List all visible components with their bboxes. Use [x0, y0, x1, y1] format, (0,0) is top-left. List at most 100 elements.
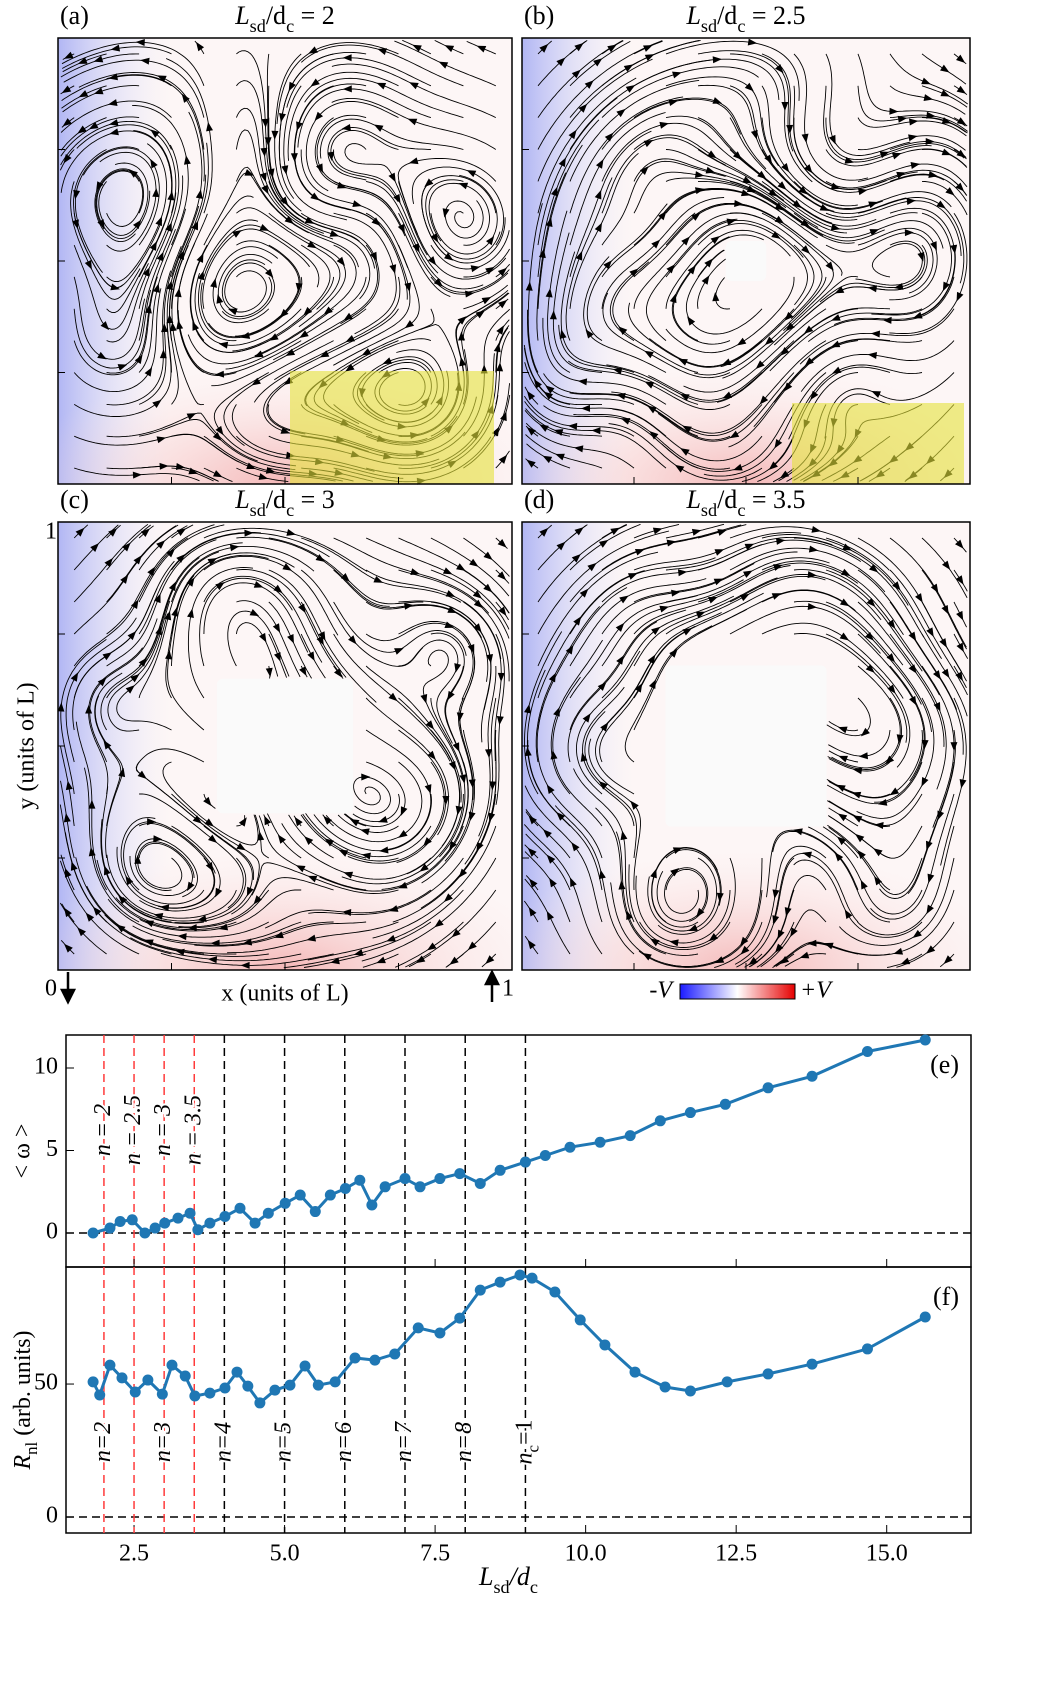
stream-arrow — [549, 310, 557, 320]
stream-arrow — [860, 727, 870, 737]
stream-arrow — [858, 188, 868, 196]
stream-arrow — [261, 184, 269, 195]
stream-arrow — [928, 171, 938, 178]
stream-arrow — [839, 598, 850, 607]
text-part: c — [737, 500, 745, 520]
stream-arrow — [649, 430, 659, 440]
stream-arrow — [539, 43, 549, 53]
stream-arrow — [316, 163, 324, 174]
stream-arrow — [207, 557, 218, 566]
text-part: c — [286, 500, 294, 520]
stream-arrow — [261, 118, 269, 128]
x-tick-label: 7.5 — [420, 1541, 450, 1567]
panel-title: Lsd/dc = 2.5 — [685, 1, 805, 36]
stream-arrow — [651, 626, 661, 636]
stream-arrow — [64, 943, 73, 953]
stream-arrow — [152, 187, 160, 198]
stream-arrow — [458, 182, 469, 190]
data-point — [114, 1215, 126, 1227]
stream-arrow — [197, 270, 205, 281]
data-point — [721, 1376, 733, 1388]
stream-arrow — [215, 425, 224, 436]
stream-arrow — [72, 219, 79, 229]
stream-arrow — [830, 223, 841, 231]
stream-arrow — [161, 323, 169, 333]
stream-arrow — [379, 846, 389, 854]
stream-arrow — [543, 829, 552, 838]
stream-arrow — [186, 577, 195, 587]
stream-arrow — [529, 878, 538, 888]
stream-arrow — [681, 236, 690, 246]
stream-arrow — [424, 784, 432, 794]
stream-arrow — [708, 596, 718, 604]
stream-arrow — [908, 134, 918, 142]
stream-arrow — [831, 314, 841, 321]
stream-arrow — [133, 555, 142, 565]
stream-arrow — [889, 107, 899, 115]
data-point — [806, 1358, 818, 1370]
stream-arrow — [61, 85, 72, 94]
stream-arrow — [893, 947, 904, 955]
data-point — [324, 1189, 336, 1201]
stream-arrow — [917, 251, 925, 262]
stream-arrow — [259, 172, 267, 183]
stream-arrow — [125, 685, 135, 694]
stream-arrow — [249, 608, 260, 617]
stream-arrow — [156, 436, 167, 444]
text-part: n — [511, 1453, 537, 1465]
colorbar-high: +V — [800, 978, 833, 1004]
stream-arrow — [274, 931, 284, 939]
stream-arrow — [525, 281, 533, 291]
stream-arrow — [932, 670, 941, 680]
data-point — [762, 1368, 774, 1380]
data-point — [564, 1141, 576, 1153]
stream-arrow — [647, 654, 656, 665]
stream-arrow — [253, 895, 262, 905]
stream-arrow — [229, 544, 240, 552]
stream-arrow — [419, 863, 429, 872]
panel-label: (b) — [524, 1, 554, 30]
data-point — [594, 1136, 606, 1148]
data-point — [254, 1397, 266, 1409]
stream-arrow — [546, 784, 555, 794]
stream-arrow — [612, 367, 623, 375]
stream-arrow — [444, 252, 454, 261]
text-part: nl — [22, 1441, 41, 1454]
stream-arrow — [620, 418, 631, 425]
stream-arrow — [468, 811, 476, 822]
data-point — [539, 1149, 551, 1161]
stream-arrow — [251, 377, 261, 386]
stream-arrow — [175, 948, 185, 956]
stream-arrow — [956, 85, 967, 94]
stream-arrow — [639, 166, 649, 176]
stream-arrow — [610, 527, 620, 536]
stream-arrow — [959, 778, 967, 789]
stream-arrow — [77, 57, 88, 64]
stream-arrow — [790, 927, 798, 938]
stream-arrow — [108, 528, 118, 537]
data-point — [434, 1173, 446, 1185]
source-arrow — [483, 969, 501, 1002]
stream-arrow — [694, 171, 705, 179]
stream-arrow — [215, 887, 223, 898]
stream-arrow — [373, 575, 384, 583]
stream-arrow — [294, 816, 303, 827]
stream-arrow — [904, 229, 914, 237]
text-part: n = 3.5 — [180, 1095, 206, 1165]
stream-arrow — [176, 528, 187, 536]
stream-arrow — [404, 282, 412, 292]
stream-arrow — [84, 259, 92, 270]
stream-arrow — [315, 554, 325, 562]
plot-frame — [65, 1266, 972, 1534]
stream-arrow — [227, 308, 238, 316]
stream-arrow — [410, 568, 420, 575]
stream-arrow — [485, 266, 495, 275]
panel-hole — [216, 678, 354, 814]
data-point — [299, 1360, 311, 1372]
stream-arrow — [721, 358, 732, 366]
stream-arrow — [906, 198, 916, 205]
stream-arrow — [165, 222, 172, 232]
data-point — [454, 1312, 466, 1324]
stream-arrow — [915, 593, 923, 603]
stream-arrow — [295, 282, 303, 293]
